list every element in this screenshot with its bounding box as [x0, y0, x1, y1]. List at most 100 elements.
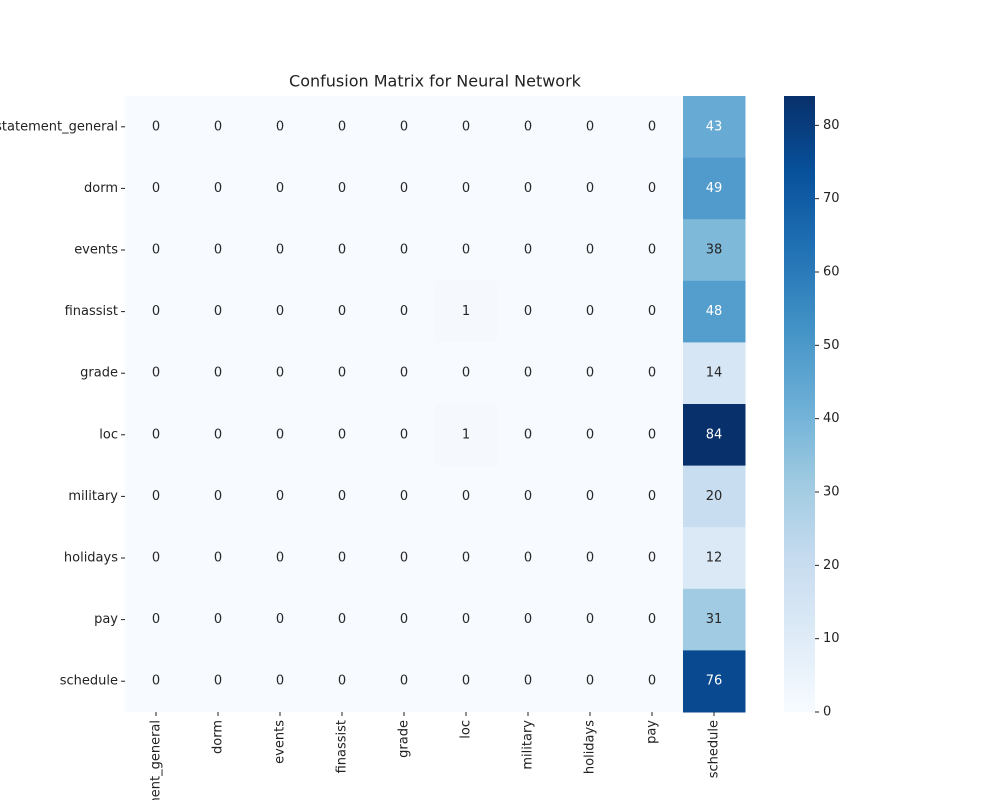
colorbar-tick-label: 10	[823, 631, 840, 646]
cell	[373, 404, 436, 467]
cell	[187, 157, 250, 220]
cell	[435, 650, 498, 713]
cell-label: 0	[400, 674, 408, 689]
cell-label: 0	[462, 674, 470, 689]
cell-label: 0	[400, 181, 408, 196]
cell	[373, 527, 436, 590]
cell-label: 0	[524, 243, 532, 258]
cell-label: 0	[400, 612, 408, 627]
cell	[497, 404, 560, 467]
cell	[435, 280, 498, 343]
cell-label: 0	[462, 366, 470, 381]
cell	[435, 404, 498, 467]
cell	[559, 588, 622, 651]
cell	[497, 650, 560, 713]
cell	[435, 465, 498, 528]
cell	[249, 465, 312, 528]
cell-label: 0	[462, 119, 470, 134]
y-tick-label: grade	[80, 366, 118, 381]
cell-label: 0	[524, 489, 532, 504]
cell-label: 0	[586, 489, 594, 504]
cell	[187, 650, 250, 713]
cell	[559, 527, 622, 590]
x-tick-label: events	[273, 720, 288, 764]
cell-label: 12	[706, 551, 723, 566]
cell	[497, 342, 560, 405]
chart-title: Confusion Matrix for Neural Network	[289, 72, 582, 91]
cell-label: 0	[648, 366, 656, 381]
cell	[621, 280, 684, 343]
cell	[311, 465, 374, 528]
cell-label: 0	[276, 612, 284, 627]
cell	[249, 280, 312, 343]
cell-label: 0	[400, 243, 408, 258]
cell-label: 20	[706, 489, 723, 504]
cell-label: 0	[524, 304, 532, 319]
cell	[683, 219, 746, 282]
cell-label: 0	[524, 181, 532, 196]
cell	[621, 588, 684, 651]
colorbar	[784, 96, 815, 712]
x-tick-label: loc	[459, 720, 474, 739]
cell	[497, 527, 560, 590]
cell	[125, 342, 188, 405]
cell	[621, 157, 684, 220]
cell-label: 0	[214, 551, 222, 566]
cell-label: 0	[462, 612, 470, 627]
cell-label: 0	[586, 304, 594, 319]
x-tick-label: schedule	[707, 720, 722, 778]
cell-label: 0	[276, 181, 284, 196]
cell-label: 0	[152, 551, 160, 566]
cell-label: 0	[648, 489, 656, 504]
x-tick-label: grade	[397, 720, 412, 758]
cell	[125, 219, 188, 282]
cell	[559, 96, 622, 159]
cell-label: 0	[152, 304, 160, 319]
cell	[621, 96, 684, 159]
cell	[435, 588, 498, 651]
cell	[373, 219, 436, 282]
cell-label: 0	[338, 427, 346, 442]
cell	[683, 527, 746, 590]
cell-label: 84	[706, 427, 723, 442]
cell-label: 48	[706, 304, 723, 319]
colorbar-tick-label: 40	[823, 411, 840, 426]
cell-label: 0	[276, 366, 284, 381]
cell	[187, 588, 250, 651]
cell-label: 0	[524, 427, 532, 442]
x-tick-label: holidays	[583, 720, 598, 774]
cell-label: 0	[586, 674, 594, 689]
cell-label: 0	[338, 366, 346, 381]
cell-label: 0	[586, 366, 594, 381]
cell-label: 0	[586, 181, 594, 196]
cell-label: 0	[586, 243, 594, 258]
x-tick-label: military	[521, 720, 536, 770]
cell	[125, 404, 188, 467]
cell	[683, 342, 746, 405]
cell	[125, 650, 188, 713]
cell	[187, 404, 250, 467]
cell-label: 0	[152, 243, 160, 258]
cell-label: 1	[462, 304, 470, 319]
cell-label: 0	[276, 427, 284, 442]
y-tick-label: holidays	[64, 551, 118, 566]
cell	[187, 465, 250, 528]
cell	[683, 588, 746, 651]
cell	[311, 96, 374, 159]
cell	[373, 342, 436, 405]
cell	[311, 280, 374, 343]
cell	[559, 342, 622, 405]
cell-label: 0	[214, 181, 222, 196]
cell-label: 1	[462, 427, 470, 442]
cell	[497, 465, 560, 528]
cell	[497, 96, 560, 159]
cell	[187, 219, 250, 282]
cell-label: 0	[524, 551, 532, 566]
cell-label: 0	[152, 489, 160, 504]
cell-label: 0	[338, 612, 346, 627]
colorbar-tick-label: 60	[823, 265, 840, 280]
cell-label: 0	[152, 427, 160, 442]
cell	[311, 527, 374, 590]
y-tick-label: statement_general	[0, 119, 118, 134]
cell	[683, 96, 746, 159]
